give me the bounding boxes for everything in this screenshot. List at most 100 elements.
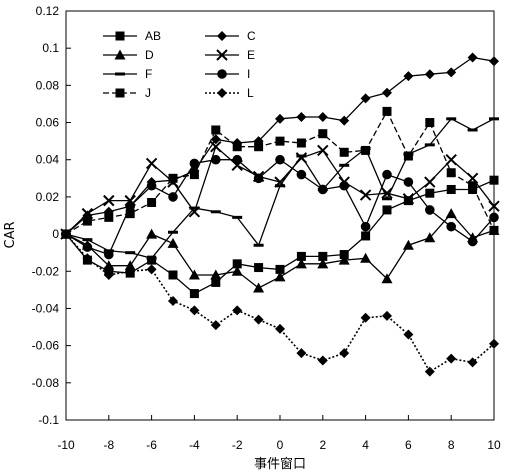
data-point-i [125, 201, 135, 212]
data-point-l [317, 355, 328, 366]
data-point-d [338, 254, 350, 265]
data-point-i [211, 154, 221, 165]
data-point-c [210, 134, 221, 145]
data-point-j [382, 106, 392, 116]
data-point-j [189, 170, 199, 180]
legend-label-ab: AB [145, 29, 161, 43]
data-point-c [275, 113, 285, 124]
data-point-d [445, 208, 457, 219]
data-point-j [254, 142, 264, 152]
data-point-l [189, 305, 200, 316]
data-point-c [360, 93, 371, 104]
data-point-f [339, 163, 350, 167]
y-tick-label: 0.06 [36, 116, 60, 130]
data-point-d [402, 239, 414, 250]
y-tick-label: -0.02 [32, 264, 60, 278]
data-point-d [317, 258, 329, 269]
y-tick-label: 0.08 [36, 78, 60, 92]
legend-marker-e [216, 49, 228, 61]
data-point-e [402, 193, 415, 205]
legend: AB C D E F I J L [103, 29, 256, 100]
data-point-i [360, 221, 371, 232]
data-point-l [253, 314, 264, 325]
data-point-i [446, 221, 457, 232]
data-point-c [317, 111, 328, 122]
data-point-j [296, 138, 306, 148]
x-tick-label: 6 [405, 438, 412, 452]
data-point-c [489, 56, 499, 67]
data-point-e [317, 144, 329, 157]
x-tick-label: -8 [103, 438, 114, 452]
data-point-e [445, 154, 457, 166]
y-axis-title: CAR [3, 221, 18, 248]
data-point-f [82, 238, 93, 242]
data-point-f [232, 215, 243, 219]
data-point-c [467, 52, 478, 63]
data-point-i [403, 177, 414, 187]
data-point-e [424, 176, 436, 188]
y-tick-label: 0 [52, 227, 59, 241]
legend-marker-l [217, 88, 227, 98]
data-point-j [232, 142, 242, 152]
data-point-ab [425, 188, 435, 198]
data-point-f [168, 230, 178, 234]
x-tick-label: 8 [448, 438, 455, 452]
x-tick-label: -6 [146, 438, 157, 452]
data-point-l [275, 323, 285, 334]
data-point-f [189, 206, 200, 210]
y-tick-label: -0.04 [32, 301, 60, 315]
data-point-j [446, 168, 456, 178]
legend-item-d: D [103, 48, 154, 62]
legend-marker-ab [115, 31, 125, 41]
data-point-i [253, 173, 264, 184]
data-point-d [210, 269, 222, 280]
data-point-i [146, 180, 157, 191]
data-point-j [275, 136, 285, 146]
x-axis: -10 -8 -6 -4 -2 0 2 4 6 8 10 [57, 415, 501, 452]
data-point-f [467, 128, 478, 132]
legend-label-d: D [145, 48, 154, 62]
y-tick-label: 0.12 [36, 4, 60, 18]
data-point-j [339, 147, 349, 157]
legend-item-ab: AB [103, 29, 161, 43]
data-point-l [467, 357, 478, 368]
data-point-ab [489, 175, 499, 185]
data-point-d [253, 282, 265, 293]
data-point-d [295, 258, 307, 269]
x-axis-title: 事件窗口 [254, 456, 306, 472]
data-point-d [274, 271, 286, 282]
data-point-ab [147, 255, 157, 265]
data-point-ab [403, 196, 413, 206]
data-point-f [253, 243, 264, 247]
data-point-l [382, 310, 392, 321]
legend-label-c: C [247, 29, 256, 43]
data-point-d [167, 237, 179, 248]
data-point-e [103, 194, 115, 207]
data-point-i [339, 180, 350, 191]
data-point-c [403, 71, 414, 82]
data-point-l [168, 296, 178, 307]
data-point-l [424, 366, 435, 377]
data-point-e [145, 157, 158, 170]
legend-label-j: J [145, 86, 151, 100]
data-point-c [382, 87, 392, 98]
data-point-j [318, 129, 328, 139]
series-layer [60, 52, 500, 377]
series-l [61, 229, 499, 377]
data-point-d [146, 228, 158, 239]
data-point-l [403, 329, 414, 340]
data-point-l [82, 253, 93, 264]
data-point-ab [296, 251, 306, 261]
data-point-f [210, 210, 221, 214]
data-point-ab [446, 184, 456, 194]
data-point-f [446, 117, 457, 121]
data-point-i [489, 212, 499, 223]
data-point-i [189, 158, 200, 169]
y-tick-label: -0.1 [38, 413, 59, 427]
data-point-l [360, 312, 371, 323]
data-point-d [231, 265, 243, 276]
legend-item-f: F [103, 67, 152, 81]
legend-label-l: L [247, 86, 254, 100]
data-point-i [467, 236, 478, 247]
